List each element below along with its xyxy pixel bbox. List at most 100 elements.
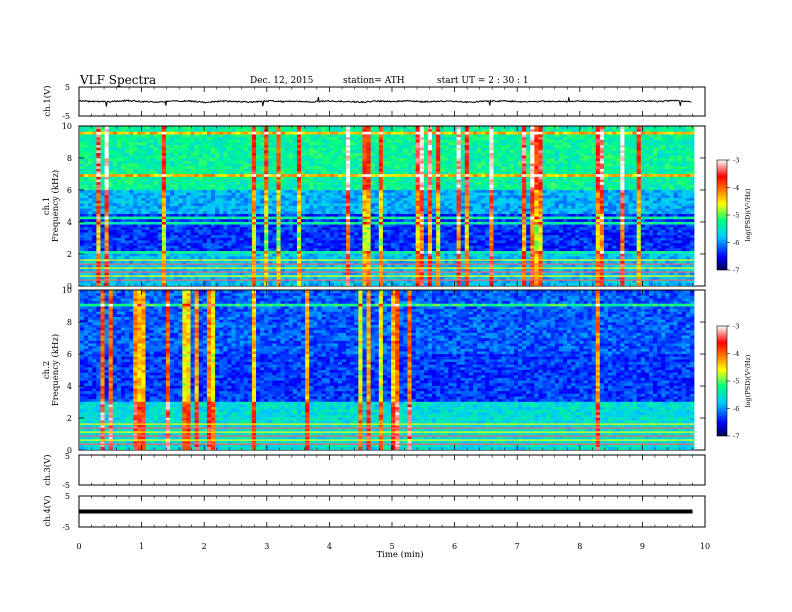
spectrogram-cell: [383, 198, 387, 201]
spectrogram-cell: [367, 145, 371, 148]
spectrogram-cell: [141, 153, 145, 156]
spectrogram-cell: [96, 193, 100, 196]
spectrogram-cell: [276, 164, 280, 167]
spectrogram-cell: [354, 209, 358, 212]
spectrogram-cell: [432, 134, 436, 137]
spectrogram-cell: [174, 166, 178, 169]
spectrogram-cell: [383, 134, 387, 137]
spectrogram-cell: [583, 190, 587, 193]
spectrogram-cell: [608, 195, 612, 198]
spectrogram-cell: [322, 142, 326, 145]
spectrogram-cell: [657, 201, 661, 204]
spectrogram-cell: [338, 148, 342, 151]
spectrogram-cell: [448, 185, 452, 188]
spectrogram-cell: [207, 193, 211, 196]
spectrogram-cell: [383, 169, 387, 172]
spectrogram-cell: [657, 137, 661, 140]
spectrogram-cell: [371, 137, 375, 140]
spectrogram-cell: [518, 211, 522, 214]
spectrogram-cell: [547, 129, 551, 132]
spectrogram-cell: [375, 203, 379, 206]
spectrogram-cell: [428, 150, 432, 153]
spectrogram-cell: [244, 187, 248, 190]
spectrogram-cell: [432, 185, 436, 188]
spectrogram-cell: [326, 180, 330, 183]
spectrogram-cell: [162, 185, 166, 188]
spectrogram-cell: [379, 140, 383, 143]
spectrogram-cell: [391, 134, 395, 137]
spectrogram-cell: [624, 145, 628, 148]
spectrogram-cell: [473, 148, 477, 151]
spectrogram-cell: [137, 211, 141, 214]
spectrogram-cell: [137, 177, 141, 180]
spectrogram-cell: [674, 203, 678, 206]
spectrogram-cell: [686, 190, 690, 193]
spectrogram-cell: [526, 150, 530, 153]
spectrogram-cell: [575, 203, 579, 206]
spectrogram-cell: [178, 190, 182, 193]
spectrogram-cell: [653, 172, 657, 175]
spectrogram-cell: [616, 198, 620, 201]
spectrogram-cell: [461, 190, 465, 193]
spectrogram-cell: [322, 180, 326, 183]
spectrogram-cell: [493, 180, 497, 183]
spectrogram-cell: [457, 174, 461, 177]
spectrogram-cell: [88, 187, 92, 190]
spectrogram-cell: [137, 166, 141, 169]
spectrogram-cell: [350, 174, 354, 177]
spectrogram-cell: [231, 137, 235, 140]
spectrogram-cell: [669, 164, 673, 167]
spectrogram-cell: [592, 209, 596, 212]
spectrogram-cell: [674, 185, 678, 188]
spectrogram-cell: [125, 142, 129, 145]
spectrogram-cell: [281, 132, 285, 135]
spectrogram-cell: [637, 193, 641, 196]
spectrogram-cell: [571, 198, 575, 201]
spectrogram-cell: [88, 156, 92, 159]
spectrogram-cell: [162, 211, 166, 214]
spectrogram-cell: [199, 134, 203, 137]
spectrogram-cell: [596, 182, 600, 185]
spectrogram-cell: [133, 201, 137, 204]
spectrogram-cell: [96, 161, 100, 164]
spectrogram-cell: [481, 142, 485, 145]
spectrogram-cell: [600, 209, 604, 212]
spectrogram-cell: [141, 164, 145, 167]
spectrogram-cell: [489, 174, 493, 177]
spectrogram-cell: [469, 134, 473, 137]
spectrogram-cell: [653, 129, 657, 132]
spectrogram-cell: [600, 195, 604, 198]
spectrogram-cell: [567, 209, 571, 212]
spectrogram-cell: [674, 158, 678, 161]
spectrogram-cell: [170, 169, 174, 172]
spectrogram-cell: [289, 190, 293, 193]
spectrogram-cell: [293, 190, 297, 193]
spectrogram-cell: [162, 161, 166, 164]
spectrogram-cell: [579, 177, 583, 180]
spectrogram-cell: [641, 161, 645, 164]
spectrogram-cell: [604, 140, 608, 143]
spectrogram-cell: [612, 156, 616, 159]
spectrogram-cell: [538, 190, 542, 193]
spectrogram-cell: [534, 142, 538, 145]
spectrogram-cell: [665, 156, 669, 159]
spectrogram-cell: [399, 185, 403, 188]
spectrogram-cell: [629, 198, 633, 201]
spectrogram-cell: [547, 187, 551, 190]
spectrogram-cell: [424, 158, 428, 161]
spectrogram-cell: [547, 140, 551, 143]
spectrogram-cell: [575, 134, 579, 137]
spectrogram-cell: [317, 166, 321, 169]
spectrogram-cell: [260, 187, 264, 190]
spectrogram-cell: [571, 190, 575, 193]
spectrogram-cell: [137, 142, 141, 145]
spectrogram-cell: [371, 169, 375, 172]
spectrogram-cell: [281, 193, 285, 196]
spectrogram-cell: [633, 150, 637, 153]
spectrogram-cell: [534, 148, 538, 151]
spectrogram-cell: [559, 174, 563, 177]
spectrogram-cell: [305, 153, 309, 156]
spectrogram-cell: [518, 174, 522, 177]
spectrogram-cell: [563, 164, 567, 167]
spectrogram-cell: [338, 153, 342, 156]
